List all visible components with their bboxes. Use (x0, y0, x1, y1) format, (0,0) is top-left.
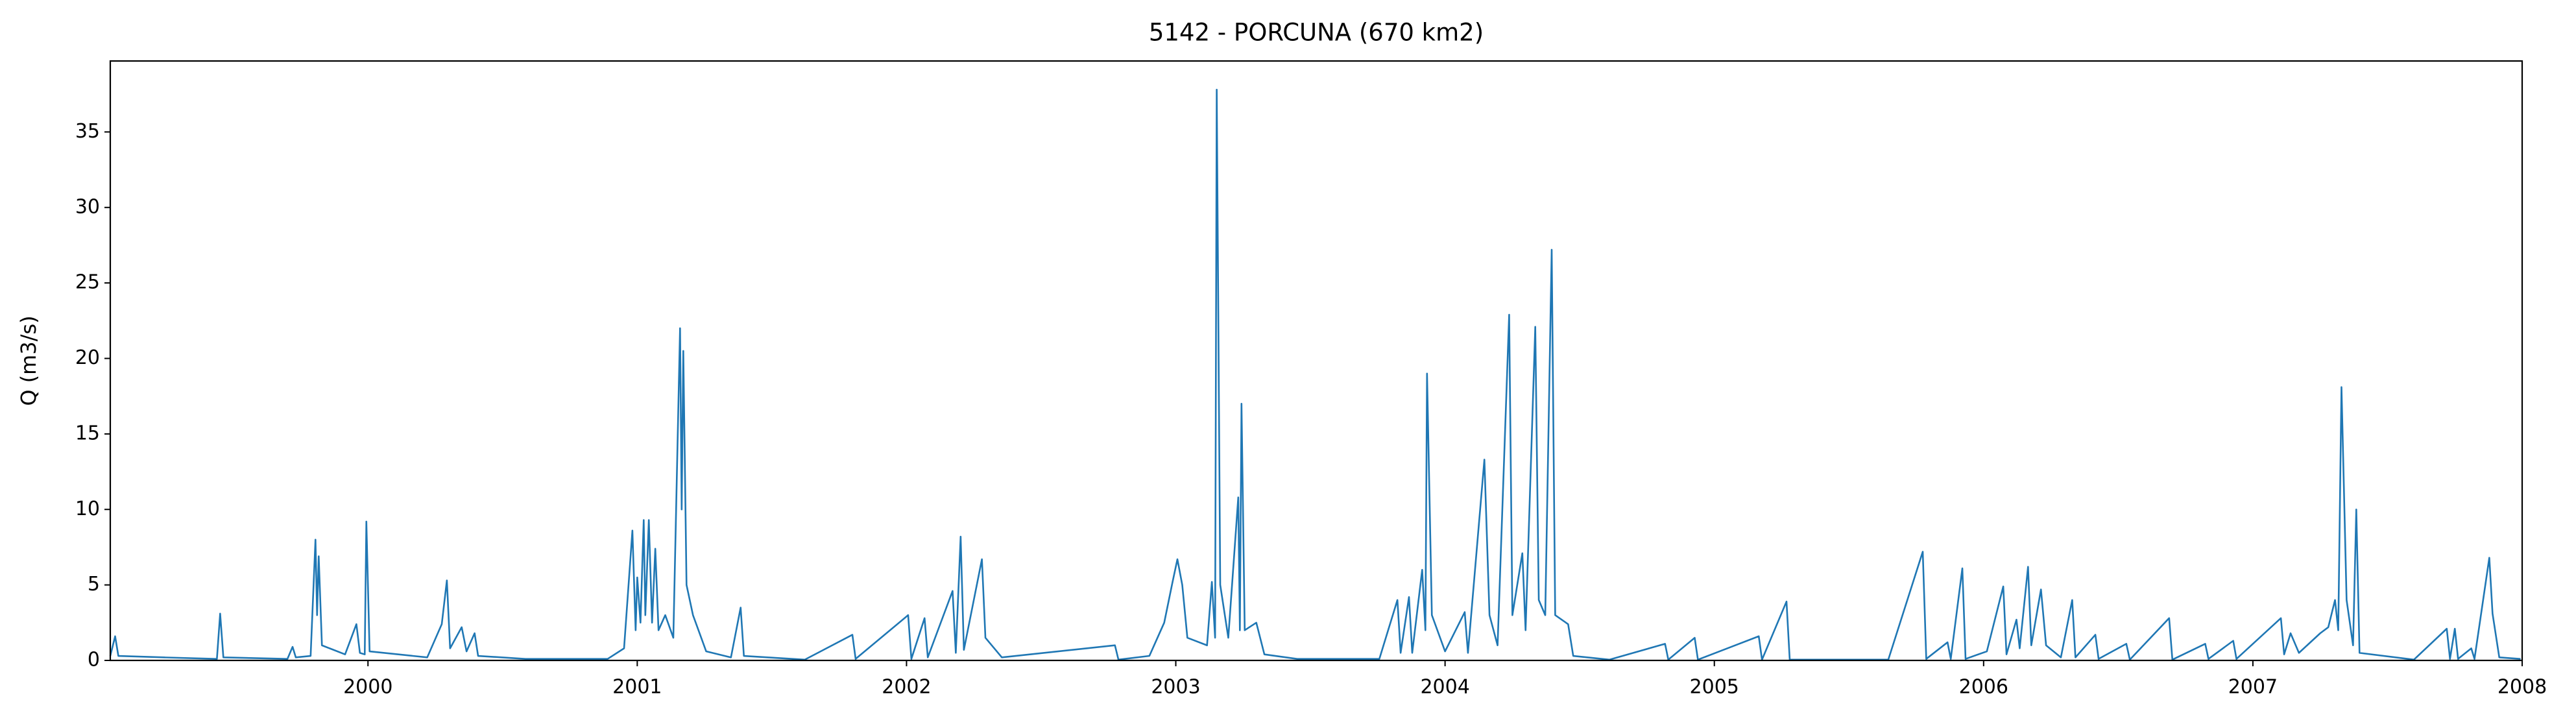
chart-title: 5142 - PORCUNA (670 km2) (1149, 19, 1484, 47)
x-tick-label: 2002 (882, 676, 931, 699)
y-tick-label: 25 (75, 271, 100, 294)
y-tick-label: 10 (75, 498, 100, 520)
x-tick-label: 2005 (1690, 676, 1739, 699)
y-tick-label: 0 (88, 649, 100, 671)
x-tick-label: 2008 (2498, 676, 2547, 699)
y-tick-label: 20 (75, 346, 100, 369)
x-tick-label: 2001 (612, 676, 662, 699)
x-tick-label: 2004 (1420, 676, 1469, 699)
x-tick-label: 2000 (343, 676, 392, 699)
x-tick-label: 2006 (1959, 676, 2008, 699)
y-tick-label: 30 (75, 195, 100, 218)
y-tick-label: 5 (88, 573, 100, 596)
plot-frame (109, 60, 2523, 662)
y-axis-label: Q (m3/s) (16, 315, 41, 405)
x-tick-label: 2007 (2228, 676, 2278, 699)
y-tick-label: 35 (75, 120, 100, 143)
y-tick-label: 15 (75, 422, 100, 444)
x-tick-label: 2003 (1151, 676, 1200, 699)
series-line (109, 88, 2521, 661)
